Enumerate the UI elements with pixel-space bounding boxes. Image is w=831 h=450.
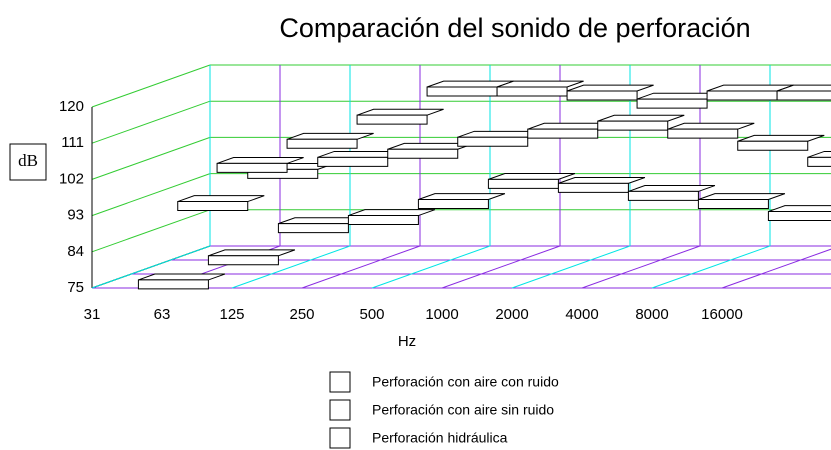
floor-line (231, 245, 351, 289)
y-tick-label: 75 (67, 279, 84, 296)
ribbon-top (488, 172, 576, 180)
chart-title: Comparación del sonido de perforación (279, 13, 750, 43)
floor-line (91, 245, 211, 289)
floor-line (441, 245, 561, 289)
ribbon-front (527, 128, 599, 139)
ribbon-top (698, 193, 786, 200)
x-tick-label: 16000 (701, 306, 743, 323)
ribbon-front (636, 98, 708, 109)
ribbon-front (487, 178, 559, 189)
ribbon-front (457, 136, 529, 147)
ribbon-front (496, 86, 568, 97)
ribbon-top (566, 84, 654, 92)
ribbon-front (807, 156, 831, 167)
ribbon-front (417, 198, 489, 209)
ribbon-front (277, 223, 349, 234)
legend-label: Perforación con aire sin ruido (372, 402, 554, 418)
ribbon-top (286, 132, 374, 140)
x-tick-label: 4000 (565, 306, 598, 323)
x-tick-label: 8000 (635, 306, 668, 323)
y-tick-label: 102 (59, 170, 84, 187)
ribbon-front (317, 156, 389, 167)
ribbon-top (138, 273, 226, 281)
ribbon-front (597, 120, 669, 131)
x-tick-label: 250 (289, 306, 314, 323)
ribbon-front (767, 211, 831, 222)
x-tick-label: 31 (84, 306, 101, 323)
ribbon-front (356, 114, 428, 125)
ribbon-top (667, 122, 755, 130)
ribbon-top (737, 134, 825, 142)
y-tick-label: 120 (59, 98, 84, 115)
ribbon-front (566, 90, 638, 101)
ribbon-front (667, 128, 739, 139)
y-tick-label: 111 (61, 134, 84, 151)
x-tick-label: 1000 (425, 306, 458, 323)
ribbon-front (426, 86, 498, 97)
ribbon-front (776, 90, 831, 101)
y-axis-label: dB (18, 151, 38, 170)
x-tick-label: 2000 (495, 306, 528, 323)
grid-line (91, 209, 211, 253)
grid-line (91, 173, 211, 217)
ribbon-front (207, 255, 279, 266)
ribbon-front (387, 148, 459, 159)
floor-line (301, 245, 421, 289)
legend-label: Perforación con aire con ruido (372, 374, 559, 390)
ribbon-top (597, 114, 685, 122)
legend-swatch (329, 399, 351, 421)
legend-swatch (329, 427, 351, 449)
legend-swatch (329, 371, 351, 393)
ribbon-top (496, 80, 584, 88)
ribbon-top (418, 193, 506, 200)
ribbon-front (137, 279, 209, 290)
legend-label: Perforación hidráulica (372, 430, 508, 446)
ribbon-front (697, 198, 769, 209)
ribbon-front (347, 215, 419, 226)
ribbon-front (177, 201, 249, 212)
x-axis-label: Hz (398, 333, 416, 350)
x-tick-label: 500 (359, 306, 384, 323)
ribbon-top (356, 108, 444, 116)
ribbon-front (557, 182, 629, 193)
ribbon-top (177, 195, 265, 203)
ribbon-top (348, 209, 436, 217)
ribbon-front (737, 140, 809, 151)
x-tick-label: 125 (219, 306, 244, 323)
floor-line (581, 245, 701, 289)
grid-line (91, 136, 211, 180)
floor-line (511, 245, 631, 289)
grid-line (91, 64, 211, 108)
ribbon-front (706, 90, 778, 101)
floor-line (371, 245, 491, 289)
ribbon-top (208, 249, 296, 257)
ribbon-front (216, 162, 288, 173)
grid-line (91, 100, 211, 144)
ribbon-top (628, 185, 716, 192)
ribbon-top (768, 205, 831, 213)
y-tick-label: 84 (67, 243, 84, 260)
ribbon-top (216, 157, 304, 164)
y-tick-label: 93 (67, 207, 84, 224)
floor-line (721, 248, 831, 289)
ribbon-top (807, 150, 831, 158)
ribbon-top (558, 177, 646, 184)
floor-line (651, 245, 771, 289)
x-tick-label: 63 (154, 306, 171, 323)
y-label-box (9, 143, 47, 181)
ribbon-front (627, 190, 699, 201)
ribbon-front (286, 138, 358, 149)
